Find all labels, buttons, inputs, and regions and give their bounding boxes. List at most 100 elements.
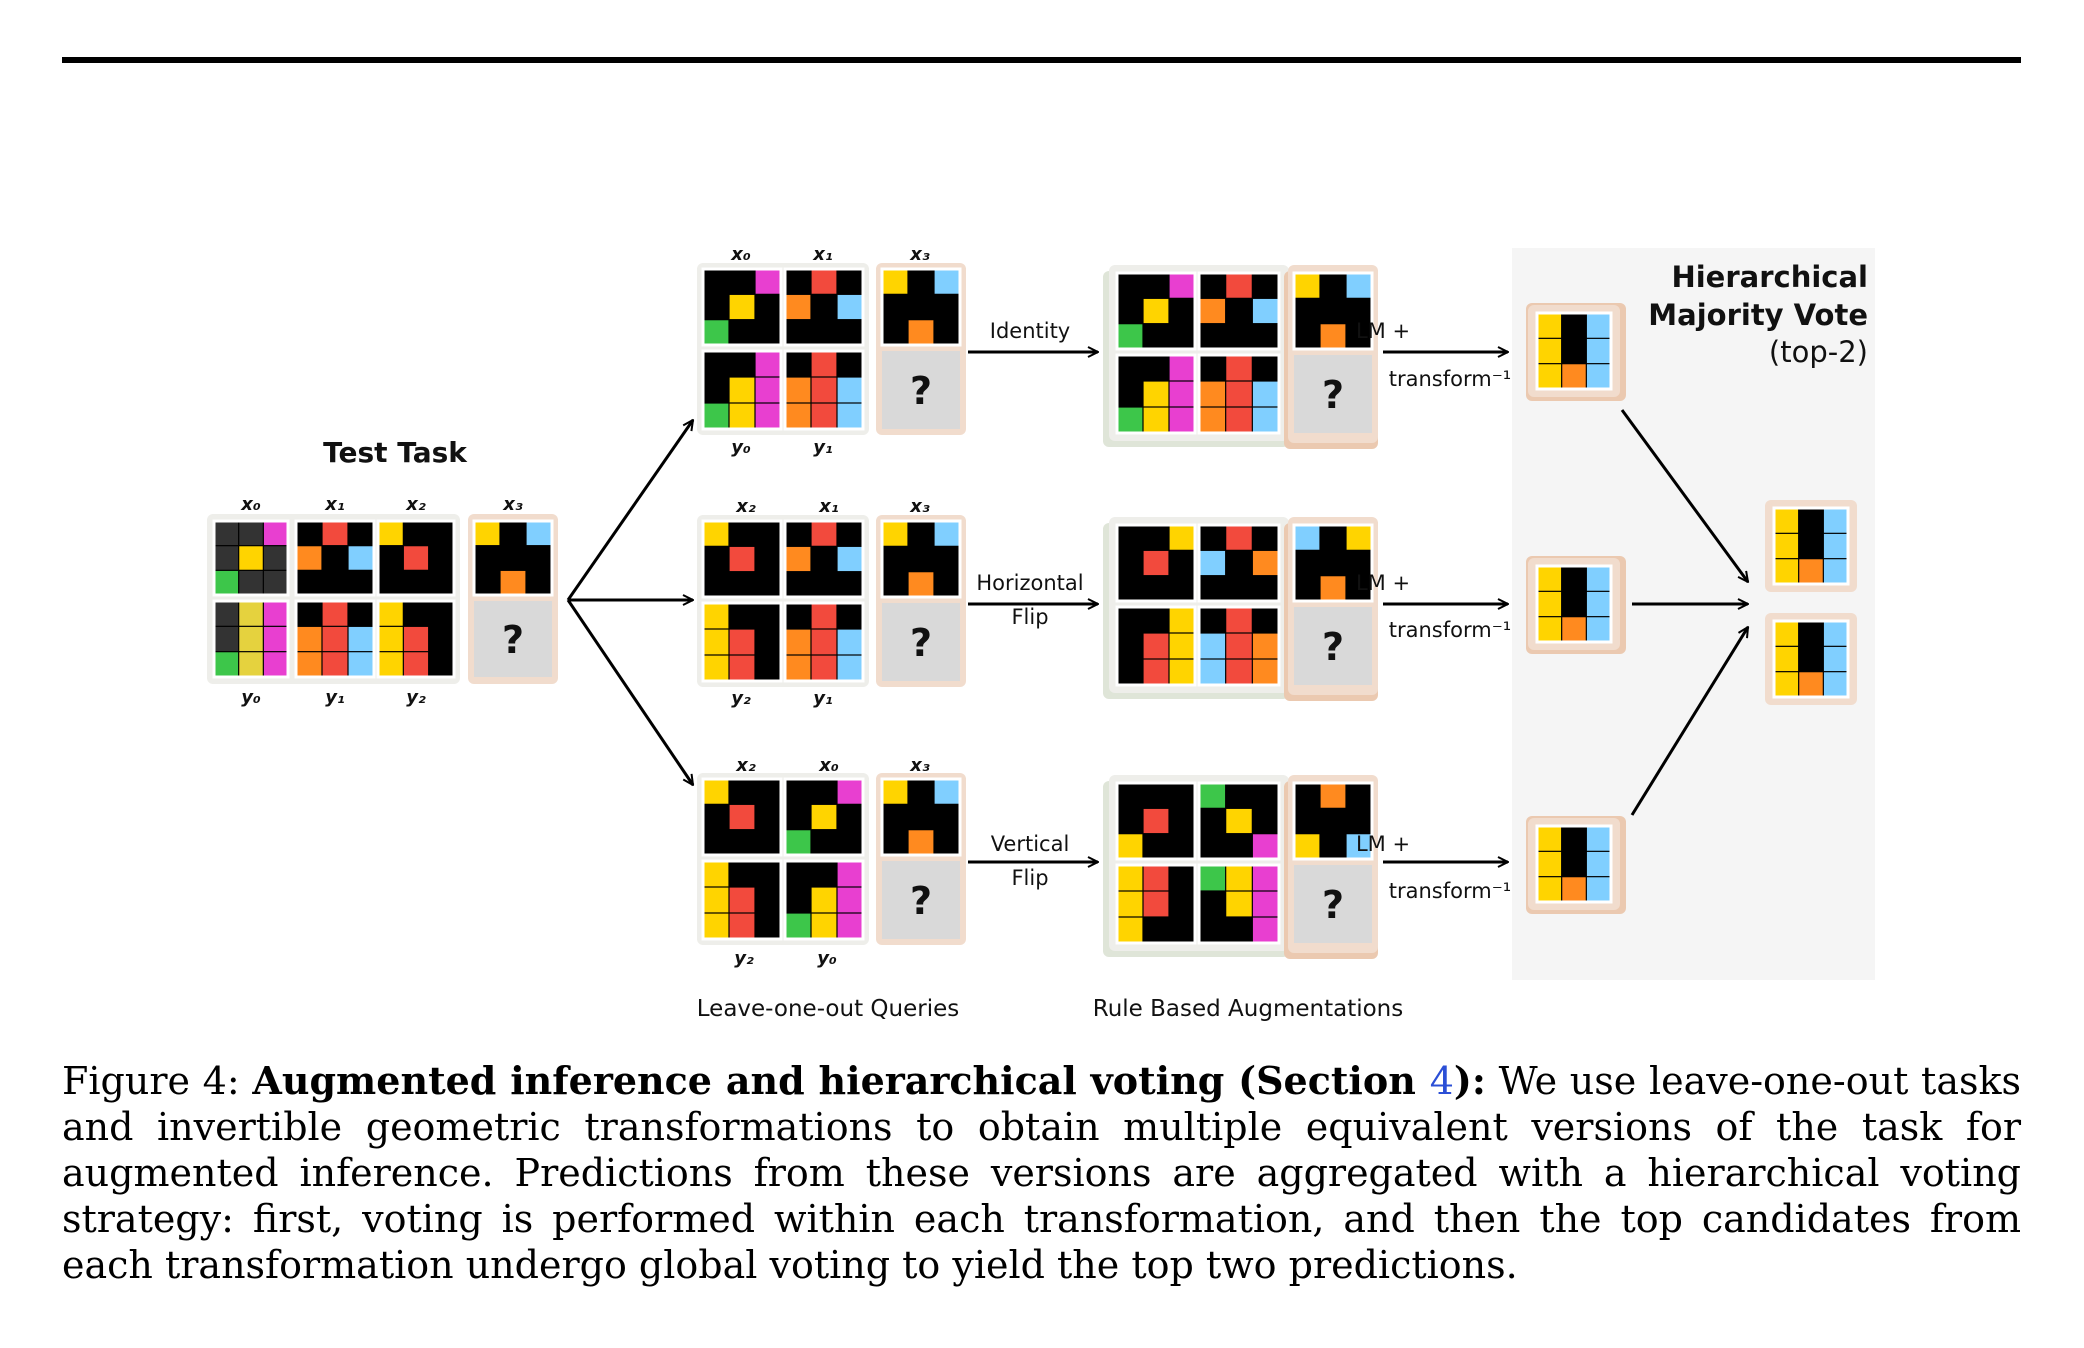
aug-row3-query: ? <box>1294 865 1372 943</box>
row2-x-label-c: x₃ <box>909 496 930 517</box>
loo-row1-x3-grid <box>880 267 962 347</box>
test-task-title: Test Task <box>323 436 468 469</box>
row1-transform-label: Identity <box>990 319 1070 343</box>
row1-y-label-a: y₀ <box>731 437 751 458</box>
pred-row3-grid <box>1535 824 1613 904</box>
test-y1-label: y₁ <box>325 687 345 708</box>
query-mark: ? <box>910 369 932 413</box>
aug-row2-x-grid-b <box>1197 523 1281 603</box>
aug-row1-y-grid-b <box>1197 353 1281 435</box>
row1-x-label-c: x₃ <box>909 244 930 265</box>
test-x3-grid <box>472 519 554 597</box>
caption-prefix: Figure 4: <box>62 1059 253 1103</box>
loo-row2-x3-grid <box>880 519 962 599</box>
test-x1-grid <box>294 519 376 597</box>
arrow-vote-from-row1 <box>1620 409 1748 582</box>
test-x0-label: x₀ <box>240 494 261 515</box>
test-x0-grid <box>212 519 290 597</box>
caption-section-link[interactable]: 4 <box>1429 1059 1454 1103</box>
loo-row1-x-grid-b <box>783 267 865 347</box>
loo-row2-x-grid-b <box>783 519 865 599</box>
test-query: ? <box>474 601 552 677</box>
loo-row1-query: ? <box>882 351 960 429</box>
row2-transform-label-line2: Flip <box>1011 605 1048 629</box>
row3-x-label-a: x₂ <box>735 755 756 776</box>
row3-lm-label: LM + <box>1356 832 1410 856</box>
arrow-to-row1 <box>566 420 693 601</box>
row3-y-label-a: y₂ <box>734 948 754 969</box>
loo-row3-y-grid-a <box>701 859 783 941</box>
loo-row1-y-grid-b <box>783 349 865 431</box>
figure-caption: Figure 4: Augmented inference and hierar… <box>62 1058 2021 1288</box>
row2-transform-label-line1: Horizontal <box>976 571 1083 595</box>
vote-title-line2: Majority Vote <box>1648 298 1868 332</box>
loo-row2-x-grid-a <box>701 519 783 599</box>
test-y0-label: y₀ <box>241 687 261 708</box>
caption-bold-title: Augmented inference and hierarchical vot… <box>252 1058 1430 1103</box>
row3-y-label-b: y₀ <box>817 948 837 969</box>
pred-row2-grid <box>1535 564 1613 644</box>
caption-body: We use leave-one-out tasks and invertibl… <box>62 1059 2022 1287</box>
aug-row1-x-grid-a <box>1115 271 1197 351</box>
test-x2-grid <box>376 519 456 597</box>
row2-x-label-b: x₁ <box>818 496 839 517</box>
row2-inverse-label: transform⁻¹ <box>1389 618 1511 642</box>
test-y0-grid <box>212 599 290 679</box>
row1-lm-label: LM + <box>1356 319 1410 343</box>
row3-transform-label-line1: Vertical <box>991 832 1070 856</box>
test-y2-label: y₂ <box>406 687 426 708</box>
vote-result-1-grid <box>1772 506 1850 586</box>
row2-y-label-b: y₁ <box>813 688 833 709</box>
row3-inverse-label: transform⁻¹ <box>1389 879 1511 903</box>
aug-row3-x3-grid <box>1292 781 1374 861</box>
vote-result-2-grid <box>1772 619 1850 699</box>
loo-row3-x3-grid <box>880 777 962 857</box>
test-x1-label: x₁ <box>324 494 345 515</box>
query-mark: ? <box>1322 373 1344 417</box>
loo-row2-y-grid-b <box>783 601 865 683</box>
query-mark: ? <box>1322 625 1344 669</box>
aug-row2-x-grid-a <box>1115 523 1197 603</box>
query-mark: ? <box>502 618 524 662</box>
row1-inverse-label: transform⁻¹ <box>1389 367 1511 391</box>
query-mark: ? <box>1322 883 1344 927</box>
row3-transform-label-line2: Flip <box>1011 866 1048 890</box>
row1-y-label-b: y₁ <box>813 437 833 458</box>
aug-section-label: Rule Based Augmentations <box>1093 996 1404 1022</box>
aug-row2-y-grid-b <box>1197 605 1281 687</box>
row2-x-label-a: x₂ <box>735 496 756 517</box>
aug-row3-y-grid-b <box>1197 863 1281 945</box>
query-mark: ? <box>910 879 932 923</box>
arrow-vote-from-row3 <box>1630 627 1750 816</box>
row2-y-label-a: y₂ <box>731 688 751 709</box>
test-x2-label: x₂ <box>405 494 426 515</box>
loo-section-label: Leave-one-out Queries <box>697 996 959 1022</box>
test-x3-label: x₃ <box>502 494 523 515</box>
row2-lm-label: LM + <box>1356 571 1410 595</box>
aug-row1-x-grid-b <box>1197 271 1281 351</box>
loo-row3-query: ? <box>882 861 960 939</box>
vote-subtitle: (top-2) <box>1769 335 1868 369</box>
test-y2-grid <box>376 599 456 679</box>
query-mark: ? <box>910 621 932 665</box>
aug-row3-y-grid-a <box>1115 863 1197 945</box>
aug-row1-x3-grid <box>1292 271 1374 351</box>
augmented-inference-diagram: ??????? Test Task x₀ x₁ x₂ x₃ y₀ y₁ y₂ x… <box>207 244 1868 1022</box>
pred-row1-grid <box>1535 311 1613 391</box>
row3-x-label-c: x₃ <box>909 755 930 776</box>
aug-row2-query: ? <box>1294 607 1372 685</box>
aug-row3-x-grid-b <box>1197 781 1281 861</box>
test-y1-grid <box>294 599 376 679</box>
aug-row1-y-grid-a <box>1115 353 1197 435</box>
aug-row3-x-grid-a <box>1115 781 1197 861</box>
loo-row3-x-grid-a <box>701 777 783 857</box>
aug-row2-y-grid-a <box>1115 605 1197 687</box>
loo-row2-query: ? <box>882 603 960 681</box>
loo-row3-x-grid-b <box>783 777 865 857</box>
row1-x-label-a: x₀ <box>730 244 751 265</box>
loo-row2-y-grid-a <box>701 601 783 683</box>
arrow-to-row3 <box>566 599 693 785</box>
loo-row1-x-grid-a <box>701 267 783 347</box>
caption-bold-end: ): <box>1453 1058 1486 1103</box>
vote-title-line1: Hierarchical <box>1671 260 1868 294</box>
